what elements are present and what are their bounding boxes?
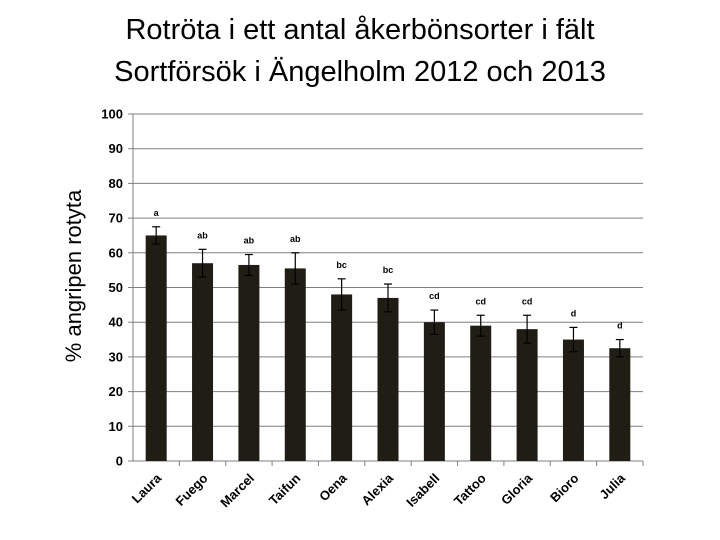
significance-label: ab [244,236,255,246]
significance-labels: a ab ab ab bc bc cd cd cd d d [154,208,623,331]
y-tick-label: 40 [109,315,123,330]
bars [145,235,631,461]
y-tick-label: 30 [109,349,123,364]
significance-label: cd [475,296,486,306]
x-tick-label: Tattoo [451,470,489,508]
significance-label: bc [383,265,394,275]
gridlines [133,113,643,462]
chart-title-line-1: Rotröta i ett antal åkerbönsorter i fält [125,14,595,46]
bar-bioro [562,339,584,461]
y-tick-label: 0 [116,454,123,469]
significance-label: d [617,321,623,331]
x-tick-label: Taifun [266,470,304,508]
bar-taifun [284,268,306,461]
significance-label: ab [197,230,208,240]
x-tick-label: Marcel [217,471,257,511]
x-tick-label: Oena [316,470,350,504]
significance-label: d [571,308,577,318]
y-tick-label: 70 [109,211,123,226]
significance-label: cd [522,296,533,306]
x-tick-label: Gloria [498,470,536,508]
y-tick-label: 100 [101,107,123,122]
x-tick-label: Bioro [547,470,582,505]
y-axis-label: % angripen rotyta [61,189,86,362]
y-tick-label: 90 [109,141,123,156]
significance-label: cd [429,291,440,301]
x-tick-labels: Laura Fuego Marcel Taifun Oena Alexia Isabell T… [129,470,629,510]
bar-laura [145,235,167,461]
x-tick-label: Julia [596,470,628,502]
bar-julia [609,348,631,461]
y-tick-label: 60 [109,245,123,260]
bar-isabell [423,322,445,461]
y-tick-label: 20 [109,384,123,399]
significance-label: ab [290,234,301,244]
error-bars [152,226,624,358]
y-tick-label: 10 [109,419,123,434]
x-tick-label: Fuego [172,470,210,508]
x-tick-label: Laura [129,470,165,506]
bar-marcel [238,264,260,461]
significance-label: bc [336,260,347,270]
bar-tattoo [470,325,492,461]
chart-title-line-2: Sortförsök i Ängelholm 2012 och 2013 [114,56,606,88]
bar-alexia [377,297,399,461]
significance-label: a [154,208,160,218]
bar-gloria [516,329,538,461]
x-tick-label: Alexia [358,470,396,508]
x-tick-label: Isabell [403,471,442,510]
bar-oena [331,294,353,461]
y-tick-labels: 0 10 20 30 40 50 60 70 80 90 100 [101,107,123,469]
bar-fuego [192,263,214,461]
y-tick-label: 50 [109,280,123,295]
y-tick-label: 80 [109,176,123,191]
